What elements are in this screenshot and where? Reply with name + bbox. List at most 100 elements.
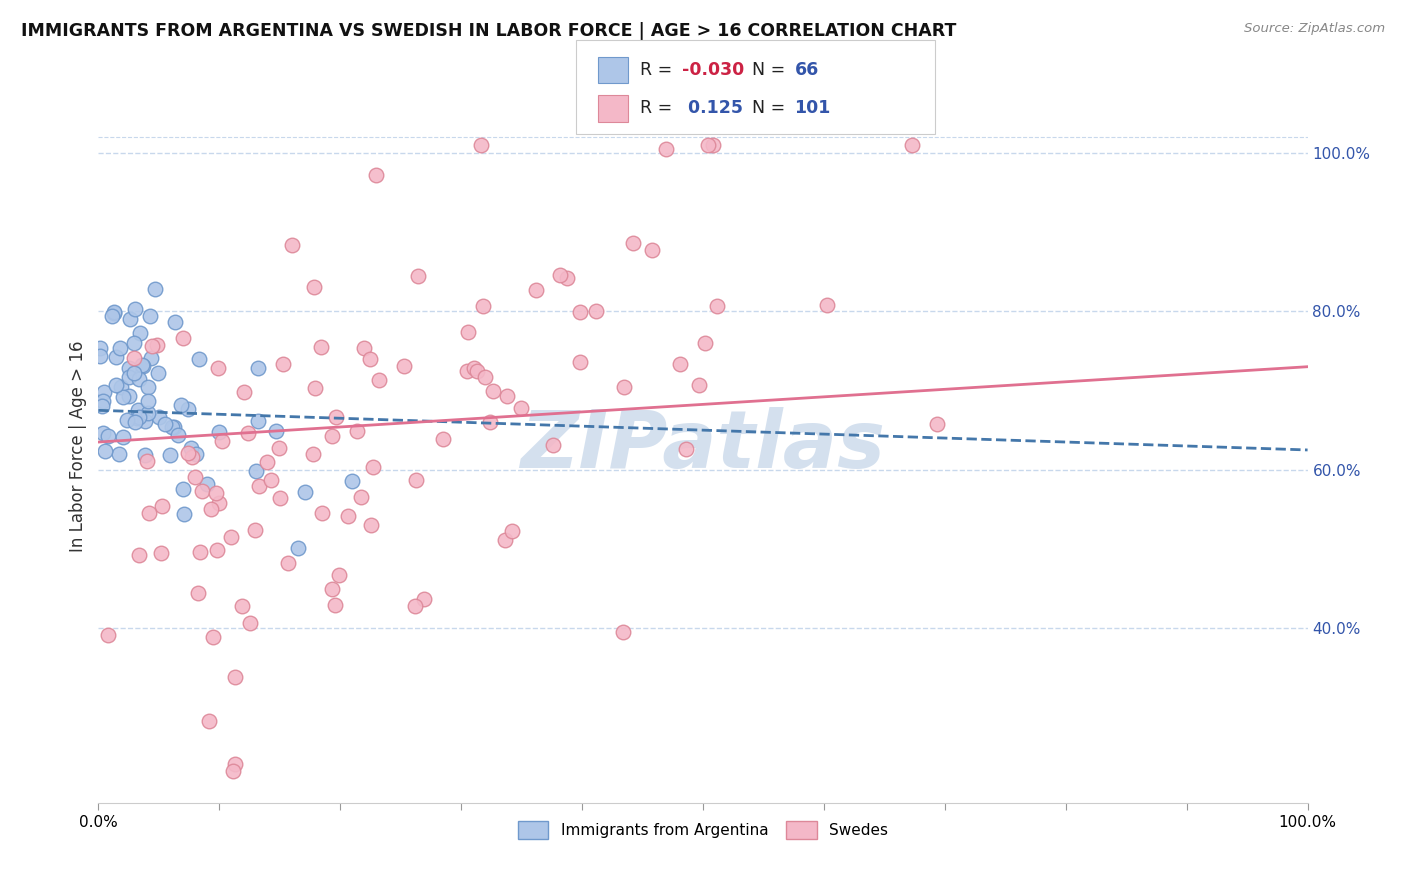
Point bbox=[138, 506, 160, 520]
Point bbox=[124, 415, 146, 429]
Point bbox=[243, 523, 266, 537]
Point bbox=[405, 473, 427, 487]
Point bbox=[207, 360, 229, 375]
Point bbox=[224, 756, 246, 771]
Text: R =: R = bbox=[640, 61, 678, 79]
Point bbox=[91, 400, 114, 414]
Point bbox=[526, 283, 548, 297]
Point bbox=[815, 298, 838, 312]
Point bbox=[89, 341, 111, 355]
Point bbox=[267, 441, 290, 455]
Point bbox=[706, 300, 728, 314]
Point bbox=[256, 455, 278, 469]
Point bbox=[350, 491, 373, 505]
Point bbox=[412, 591, 434, 606]
Point bbox=[287, 541, 309, 555]
Point bbox=[302, 280, 325, 294]
Legend: Immigrants from Argentina, Swedes: Immigrants from Argentina, Swedes bbox=[512, 815, 894, 845]
Point bbox=[325, 410, 347, 425]
Point bbox=[127, 403, 149, 417]
Text: R =: R = bbox=[640, 99, 678, 117]
Point bbox=[184, 470, 207, 484]
Point bbox=[328, 567, 350, 582]
Point bbox=[269, 491, 291, 505]
Point bbox=[91, 394, 114, 409]
Point bbox=[669, 358, 692, 372]
Y-axis label: In Labor Force | Age > 16: In Labor Force | Age > 16 bbox=[69, 340, 87, 552]
Point bbox=[103, 306, 125, 320]
Point bbox=[172, 331, 194, 345]
Point bbox=[187, 586, 209, 600]
Point bbox=[245, 464, 267, 478]
Point bbox=[191, 484, 214, 499]
Point bbox=[97, 627, 120, 641]
Point bbox=[294, 485, 316, 500]
Point bbox=[180, 450, 202, 465]
Point bbox=[139, 309, 162, 323]
Point bbox=[641, 243, 664, 257]
Point bbox=[346, 424, 368, 438]
Point bbox=[131, 359, 153, 373]
Point bbox=[432, 432, 454, 446]
Point bbox=[222, 764, 245, 778]
Point bbox=[198, 714, 221, 728]
Point bbox=[585, 303, 607, 318]
Text: 101: 101 bbox=[794, 99, 831, 117]
Text: Source: ZipAtlas.com: Source: ZipAtlas.com bbox=[1244, 22, 1385, 36]
Point bbox=[202, 630, 225, 644]
Point bbox=[239, 615, 262, 630]
Point bbox=[246, 413, 269, 427]
Text: 66: 66 bbox=[794, 61, 818, 79]
Point bbox=[122, 351, 145, 365]
Point bbox=[363, 460, 385, 475]
Point bbox=[697, 137, 720, 152]
Point bbox=[177, 401, 200, 416]
Point bbox=[555, 271, 578, 285]
Point bbox=[124, 302, 146, 317]
Point bbox=[224, 670, 246, 684]
Point bbox=[100, 309, 122, 323]
Point bbox=[470, 137, 492, 152]
Point bbox=[190, 545, 212, 559]
Point bbox=[188, 352, 211, 367]
Point bbox=[145, 338, 167, 352]
Point bbox=[207, 542, 229, 557]
Point bbox=[163, 315, 186, 329]
Point bbox=[323, 598, 346, 612]
Point bbox=[478, 415, 501, 429]
Point bbox=[211, 434, 233, 448]
Point bbox=[136, 406, 159, 420]
Point bbox=[359, 352, 381, 367]
Point bbox=[169, 398, 191, 412]
Point bbox=[163, 420, 186, 434]
Point bbox=[342, 474, 364, 488]
Point bbox=[281, 237, 304, 252]
Point bbox=[494, 533, 516, 548]
Point bbox=[105, 377, 128, 392]
Text: ZIPatlas: ZIPatlas bbox=[520, 407, 886, 485]
Point bbox=[612, 624, 634, 639]
Point bbox=[148, 409, 170, 424]
Point bbox=[141, 339, 163, 353]
Point bbox=[134, 449, 156, 463]
Point bbox=[688, 378, 710, 392]
Point bbox=[128, 372, 150, 386]
Point bbox=[208, 425, 231, 439]
Point bbox=[93, 384, 115, 399]
Point bbox=[231, 599, 253, 614]
Point bbox=[472, 299, 495, 313]
Point bbox=[309, 340, 332, 354]
Point bbox=[200, 501, 222, 516]
Point bbox=[501, 524, 523, 538]
Point bbox=[901, 137, 924, 152]
Text: N =: N = bbox=[752, 99, 792, 117]
Point bbox=[277, 557, 299, 571]
Point bbox=[927, 417, 949, 431]
Point bbox=[482, 384, 505, 398]
Point bbox=[129, 326, 152, 340]
Point bbox=[122, 366, 145, 380]
Point bbox=[404, 599, 426, 613]
Point bbox=[548, 268, 571, 283]
Point bbox=[205, 485, 228, 500]
Point bbox=[173, 507, 195, 521]
